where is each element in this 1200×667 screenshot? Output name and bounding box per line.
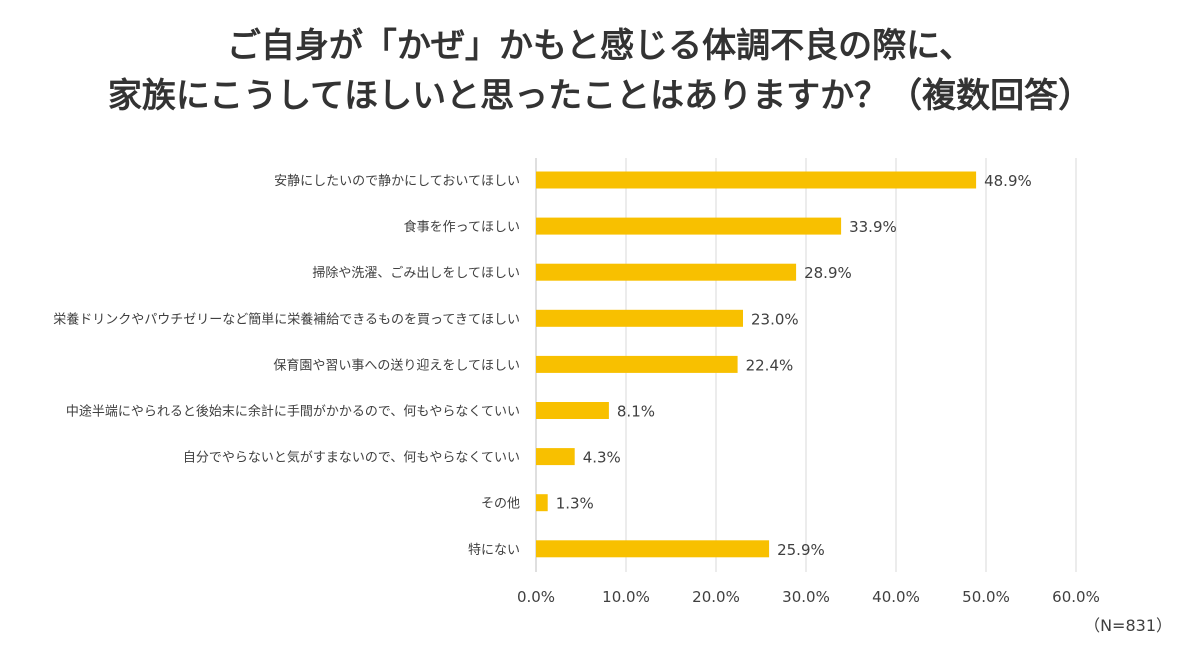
category-label: 食事を作ってほしい	[404, 219, 520, 235]
bar	[536, 402, 609, 419]
bar	[536, 448, 575, 466]
chart-title-line-2: 家族にこうしてほしいと思ったことはありますか？（複数回答）	[107, 76, 1093, 116]
data-label: 1.3%	[556, 495, 594, 513]
data-label: 33.9%	[849, 218, 897, 236]
x-tick-label: 60.0%	[1052, 588, 1100, 606]
data-label: 23.0%	[751, 310, 799, 328]
category-label: 自分でやらないと気がすまないので、何もやらなくていい	[183, 450, 520, 466]
data-label: 8.1%	[617, 403, 655, 421]
x-tick-label: 20.0%	[692, 588, 740, 606]
bar	[536, 263, 797, 281]
bar	[536, 355, 738, 373]
bar	[536, 309, 743, 327]
category-label: 保育園や習い事への送り迎えをしてほしい	[273, 357, 520, 373]
bar	[536, 540, 770, 558]
data-label: 28.9%	[804, 264, 852, 282]
x-tick-label: 0.0%	[517, 588, 555, 606]
bar	[536, 494, 548, 512]
category-label: 安静にしたいので静かにしておいてほしい	[274, 174, 520, 189]
bar	[536, 217, 842, 235]
x-tick-label: 10.0%	[602, 588, 650, 606]
category-label: 掃除や洗濯、ごみ出しをしてほしい	[312, 265, 520, 281]
bar	[536, 171, 977, 189]
category-label: 中途半端にやられると後始末に余計に手間がかかるので、何もやらなくていい	[66, 404, 520, 420]
x-tick-label: 50.0%	[962, 588, 1010, 606]
x-tick-label: 40.0%	[872, 588, 920, 606]
sample-size-note: （N=831）	[1084, 616, 1172, 635]
category-label: その他	[481, 497, 520, 512]
chart-title-line-1: ご自身が「かぜ」かもと感じる体調不良の際に、	[226, 26, 974, 66]
x-tick-label: 30.0%	[782, 588, 830, 606]
data-label: 25.9%	[777, 541, 825, 559]
data-label: 22.4%	[746, 356, 794, 374]
category-label: 栄養ドリンクやパウチゼリーなど簡単に栄養補給できるものを買ってきてほしい	[53, 311, 520, 327]
data-label: 48.9%	[984, 172, 1032, 190]
category-label: 特にない	[468, 543, 520, 558]
data-label: 4.3%	[583, 449, 621, 467]
